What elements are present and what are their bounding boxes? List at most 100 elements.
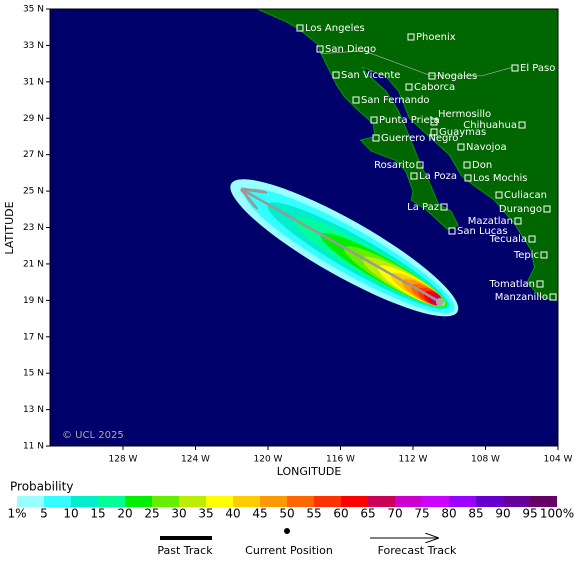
- color-swatch: [125, 496, 152, 507]
- color-label: 25: [144, 507, 159, 521]
- forecast-track: [243, 190, 441, 304]
- lon-tick-label: 124 W: [181, 455, 210, 465]
- city-label: La Paz: [407, 202, 439, 213]
- city-label: Tecuala: [489, 234, 527, 245]
- city-marker: [463, 161, 471, 169]
- color-label: 5: [40, 507, 48, 521]
- city-marker: [440, 203, 448, 211]
- city-marker: [428, 72, 436, 80]
- lat-tick-label: 19 N: [23, 296, 44, 306]
- legend-item: Forecast Track: [378, 544, 457, 557]
- lon-tick-label: 108 W: [471, 455, 500, 465]
- city-label: Nogales: [437, 71, 477, 82]
- city-marker: [514, 217, 522, 225]
- color-swatch: [287, 496, 314, 507]
- city-label: Hermosillo: [438, 109, 491, 120]
- city-marker: [416, 161, 424, 169]
- city-label: San Diego: [325, 44, 376, 55]
- city-marker: [536, 280, 544, 288]
- map-layers: Los Angeles San Diego Phoenix San Vicente No…: [230, 9, 558, 317]
- legend-item: Past Track: [157, 544, 213, 557]
- current-position: [436, 298, 444, 306]
- city-marker: [332, 71, 340, 79]
- color-swatch: [17, 496, 44, 507]
- y-axis-label: LATITUDE: [3, 201, 16, 254]
- lat-tick-label: 35 N: [23, 5, 44, 15]
- color-label: 15: [90, 507, 105, 521]
- color-label: 95: [522, 507, 537, 521]
- lat-tick-label: 11 N: [23, 442, 44, 452]
- city-label: Los Angeles: [305, 23, 365, 34]
- legend-title: Probability: [10, 480, 73, 494]
- city-marker: [430, 128, 438, 136]
- color-label: 20: [117, 507, 132, 521]
- color-swatch: [179, 496, 206, 507]
- lat-tick-label: 15 N: [23, 369, 44, 379]
- current-position-symbol: [284, 528, 290, 534]
- city-label: Mazatlan: [468, 216, 513, 227]
- city-marker: [528, 235, 536, 243]
- city-label: Durango: [499, 204, 542, 215]
- color-swatch: [206, 496, 233, 507]
- color-swatch: [422, 496, 449, 507]
- city-label: Rosarito: [374, 160, 415, 171]
- color-swatch: [503, 496, 530, 507]
- city-marker: [448, 227, 456, 235]
- city-marker: [549, 293, 557, 301]
- lon-tick-label: 104 W: [544, 455, 573, 465]
- city-label: Manzanillo: [495, 292, 548, 303]
- copyright: © UCL 2025: [62, 430, 124, 441]
- lat-tick-label: 21 N: [23, 259, 44, 269]
- lon-tick-label: 128 W: [109, 455, 138, 465]
- color-swatch: [341, 496, 368, 507]
- color-swatch: [260, 496, 287, 507]
- color-label: 60: [333, 507, 348, 521]
- city-label: Tepic: [513, 250, 539, 261]
- city-label: Navojoa: [466, 142, 507, 153]
- city-label: La Poza: [419, 171, 457, 182]
- city-marker: [511, 64, 519, 72]
- city-label: Don: [472, 160, 492, 171]
- city-marker: [410, 172, 418, 180]
- lat-tick-label: 29 N: [23, 114, 44, 124]
- city-label: Chihuahua: [463, 120, 517, 131]
- city-marker: [372, 134, 380, 142]
- city-label: Phoenix: [416, 32, 456, 43]
- color-label: 45: [252, 507, 267, 521]
- city-marker: [540, 251, 548, 259]
- color-swatch: [449, 496, 476, 507]
- lat-tick-label: 27 N: [23, 150, 44, 160]
- city-label: Los Mochis: [473, 173, 527, 184]
- city-marker: [518, 121, 526, 129]
- city-marker: [430, 118, 438, 126]
- color-swatch: [395, 496, 422, 507]
- city-marker: [370, 116, 378, 124]
- city-label: San Fernando: [361, 95, 430, 106]
- city-label: Punta Prieta: [379, 115, 440, 126]
- land: [256, 9, 558, 301]
- border: [320, 50, 513, 77]
- color-label: 35: [198, 507, 213, 521]
- color-swatch: [98, 496, 125, 507]
- color-label: 90: [495, 507, 510, 521]
- lat-tick-label: 17 N: [23, 332, 44, 342]
- lat-tick-label: 13 N: [23, 405, 44, 415]
- city-label: San Vicente: [341, 70, 400, 81]
- color-label: 1%: [7, 507, 26, 521]
- city-marker: [407, 33, 415, 41]
- color-label: 50: [279, 507, 294, 521]
- color-label: 10: [63, 507, 78, 521]
- city-marker: [464, 174, 472, 182]
- color-label: 40: [225, 507, 240, 521]
- city-marker: [405, 83, 413, 91]
- color-label: 30: [171, 507, 186, 521]
- color-label: 70: [387, 507, 402, 521]
- lon-tick-label: 112 W: [399, 455, 428, 465]
- color-swatch: [368, 496, 395, 507]
- lat-tick-label: 33 N: [23, 41, 44, 51]
- city-label: El Paso: [520, 63, 555, 74]
- city-marker: [543, 205, 551, 213]
- color-swatch: [233, 496, 260, 507]
- city-marker: [352, 96, 360, 104]
- lat-tick-label: 25 N: [23, 187, 44, 197]
